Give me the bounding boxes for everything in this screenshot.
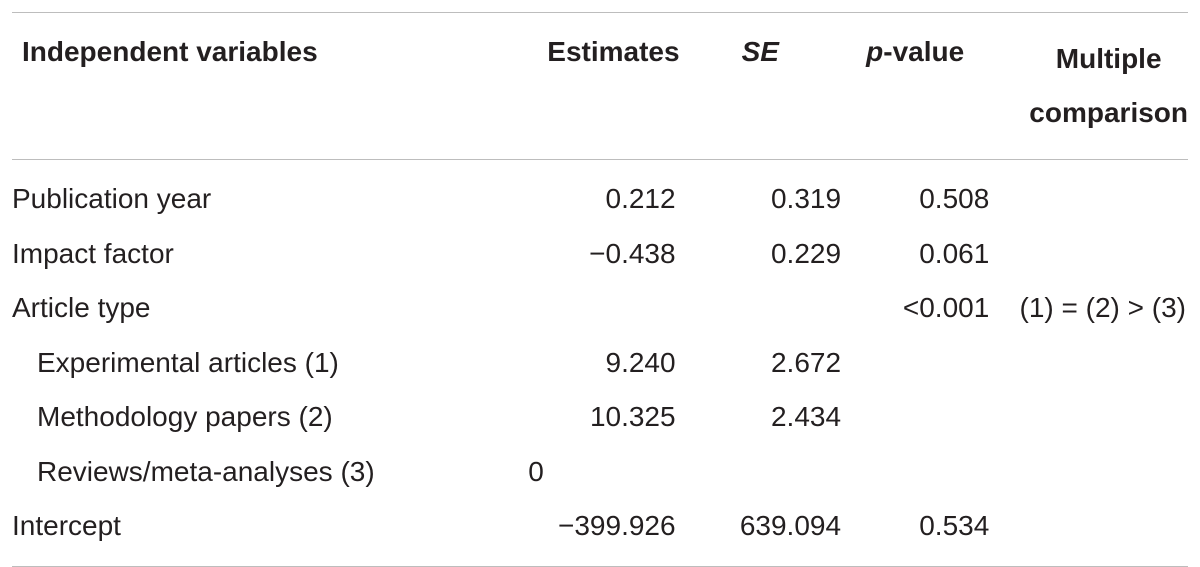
cell: 2.672 [770, 346, 842, 378]
cell [442, 281, 679, 336]
header-row: Independent variables Estimates SE p-val… [12, 12, 1188, 160]
header-cell: Multiple comparison [989, 12, 1188, 160]
row: Methodology papers (2) 10.325 2.434 [12, 390, 1188, 445]
cell [680, 445, 841, 500]
cell: 2.434 [770, 401, 842, 433]
cell: 639.094 [679, 499, 842, 567]
cell: −0.438 [589, 237, 676, 269]
row: Intercept −399.926 639.094 0.534 [12, 499, 1188, 567]
row: Experimental articles (1) 9.240 2.672 [12, 336, 1188, 391]
cell: Experimental articles (1) [37, 346, 339, 378]
cell: <0.001 [902, 292, 990, 324]
cell: Impact factor [12, 237, 174, 269]
cell: 0.534 [841, 499, 990, 567]
cell: Reviews/meta-analyses (3) [37, 455, 375, 487]
cell: −399.926 [442, 499, 680, 567]
cell: 0 [528, 455, 544, 487]
cell: Publication year [12, 183, 212, 215]
cell [989, 390, 1188, 445]
cell [680, 281, 841, 336]
cell: 10.325 [589, 401, 676, 433]
cell: 0.212 [605, 183, 676, 215]
cell: 0.319 [770, 183, 842, 215]
cell: Methodology papers (2) [37, 401, 333, 433]
cell: 9.240 [605, 346, 676, 378]
row: Article type <0.001 (1) = (2) > (3) [12, 281, 1188, 336]
results-table: Independent variables Estimates SE p-val… [12, 12, 1188, 567]
cell [989, 499, 1188, 567]
header-cell: p-value [841, 12, 990, 160]
cell [989, 227, 1188, 282]
cell [989, 336, 1188, 391]
header-cell: Estimates [442, 12, 680, 160]
cell: 0.061 [919, 237, 990, 269]
cell: 0.229 [770, 237, 842, 269]
cell [841, 336, 989, 391]
header-cell: Independent variables [12, 12, 443, 160]
cell: Intercept [12, 499, 443, 567]
header-cell: SE [679, 12, 842, 160]
cell: (1) = (2) > (3) [1019, 292, 1186, 324]
row: Publication year 0.212 0.319 0.508 [12, 160, 1188, 227]
row: Reviews/meta-analyses (3) 0 [12, 445, 1188, 500]
cell [989, 160, 1188, 227]
row: Impact factor −0.438 0.229 0.061 [12, 227, 1188, 282]
cell: 0.508 [919, 183, 990, 215]
cell: Article type [12, 292, 151, 324]
cell [841, 390, 989, 445]
cell [989, 445, 1188, 500]
cell [841, 445, 989, 500]
